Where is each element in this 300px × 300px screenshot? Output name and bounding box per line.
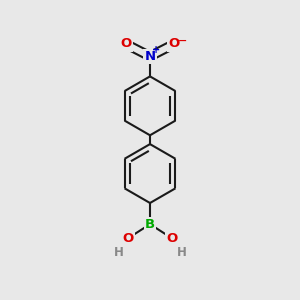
Text: O: O — [122, 232, 134, 245]
Text: H: H — [177, 246, 186, 259]
Text: O: O — [169, 38, 180, 50]
Text: +: + — [152, 45, 160, 55]
Text: B: B — [145, 218, 155, 231]
Text: N: N — [144, 50, 156, 63]
Text: O: O — [120, 38, 131, 50]
Text: O: O — [167, 232, 178, 245]
Text: −: − — [178, 35, 187, 46]
Text: H: H — [114, 246, 123, 259]
